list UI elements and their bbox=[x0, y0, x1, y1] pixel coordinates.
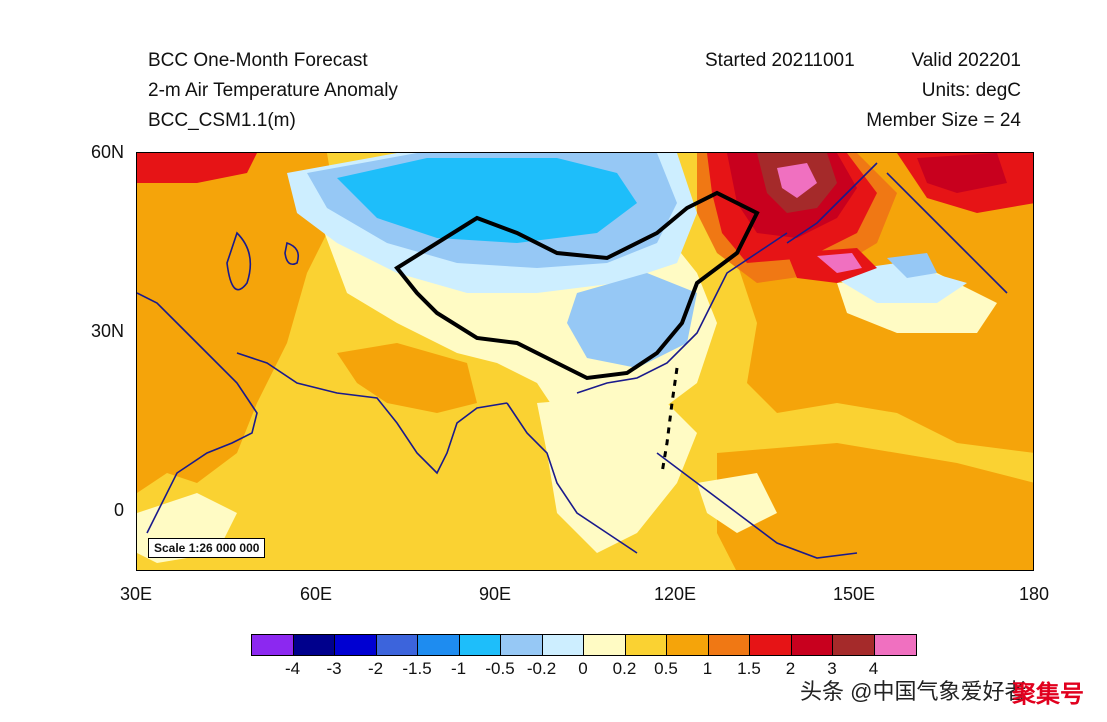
coastline-china bbox=[576, 232, 788, 394]
lon-label-60e: 60E bbox=[299, 584, 333, 604]
coastline-japan bbox=[786, 162, 878, 244]
anomaly-area-sky-blue bbox=[337, 158, 637, 243]
anomaly-area-orange-west bbox=[137, 153, 337, 493]
coastline-maritime-islands bbox=[656, 452, 858, 559]
colorbar-swatch bbox=[750, 635, 792, 655]
colorbar-tick-label: -3 bbox=[326, 659, 342, 678]
coastline-persian-gulf bbox=[236, 352, 508, 475]
lat-label-30n: 30N bbox=[90, 321, 124, 341]
map-canvas bbox=[137, 153, 1033, 570]
anomaly-area-pink-pacific bbox=[817, 253, 862, 273]
anomaly-map bbox=[136, 152, 1034, 571]
colorbar-tick-label: 3 bbox=[827, 659, 837, 678]
watermark-text: 头条 @中国气象爱好者 bbox=[800, 679, 1027, 704]
colorbar bbox=[251, 634, 917, 656]
lat-label-equator: 0 bbox=[113, 500, 124, 520]
colorbar-swatch bbox=[418, 635, 460, 655]
anomaly-area-light-blue-east bbox=[887, 253, 937, 278]
colorbar-swatch bbox=[708, 635, 750, 655]
anomaly-area-light-yellow-maritime bbox=[697, 473, 777, 533]
colorbar-swatch bbox=[293, 635, 335, 655]
coastline-caspian bbox=[226, 231, 252, 291]
member-size: Member Size = 24 bbox=[866, 110, 1021, 131]
colorbar-tick-label: -4 bbox=[284, 659, 301, 678]
lon-label-180: 180 bbox=[1018, 584, 1050, 604]
colorbar-tick-label: -2 bbox=[367, 659, 384, 678]
anomaly-area-dark-red-east bbox=[917, 153, 1007, 193]
valid-date: Valid 202201 bbox=[911, 50, 1021, 71]
colorbar-tick-label: 4 bbox=[868, 659, 879, 678]
lon-label-120e: 120E bbox=[653, 584, 697, 604]
country-border bbox=[394, 190, 760, 381]
colorbar-swatch bbox=[874, 635, 916, 655]
anomaly-area-red-west bbox=[137, 153, 257, 183]
start-date: Started 20211001 bbox=[705, 50, 855, 71]
colorbar-tick-label: 0.5 bbox=[654, 659, 678, 678]
variable-title: 2-m Air Temperature Anomaly bbox=[148, 80, 398, 101]
colorbar-tick-label: -0.2 bbox=[526, 659, 557, 678]
units-label: Units: degC bbox=[921, 80, 1021, 101]
anomaly-area-orange-india bbox=[337, 343, 477, 413]
colorbar-tick-label: 0.2 bbox=[612, 659, 637, 678]
watermark-logo: 聚集号 bbox=[1012, 681, 1084, 708]
colorbar-swatch bbox=[584, 635, 626, 655]
colorbar-swatch bbox=[833, 635, 875, 655]
colorbar-swatch bbox=[625, 635, 667, 655]
scale-label: Scale 1:26 000 000 bbox=[148, 538, 266, 558]
island-border bbox=[660, 367, 679, 474]
colorbar-swatch bbox=[459, 635, 501, 655]
colorbar-tick-label: 1 bbox=[702, 659, 713, 678]
model-name: BCC_CSM1.1(m) bbox=[148, 110, 296, 131]
colorbar-swatch bbox=[667, 635, 709, 655]
coastlines bbox=[137, 162, 1008, 559]
colorbar-swatch bbox=[252, 635, 294, 655]
colorbar-tick-label: 2 bbox=[785, 659, 796, 678]
coastline-arabia bbox=[137, 292, 258, 534]
colorbar-swatch bbox=[335, 635, 377, 655]
colorbar-swatch bbox=[542, 635, 584, 655]
colorbar-swatch bbox=[501, 635, 543, 655]
colorbar-swatch bbox=[376, 635, 418, 655]
forecast-title: BCC One-Month Forecast bbox=[148, 50, 368, 71]
colorbar-tick-label: -1 bbox=[450, 659, 467, 678]
coastline-aral bbox=[284, 241, 300, 266]
lon-label-150e: 150E bbox=[832, 584, 876, 604]
colorbar-tick-label: 1.5 bbox=[737, 659, 761, 678]
lon-label-30e: 30E bbox=[119, 584, 153, 604]
coastline-kamchatka bbox=[886, 172, 1008, 294]
colorbar-tick-label: 0 bbox=[578, 659, 588, 678]
anomaly-area-orange-south bbox=[717, 443, 1033, 570]
colorbar-swatch bbox=[791, 635, 833, 655]
coastline-south-asia bbox=[506, 402, 638, 554]
lon-label-90e: 90E bbox=[478, 584, 512, 604]
colorbar-tick-label: -0.5 bbox=[485, 659, 515, 678]
anomaly-area-pink bbox=[777, 163, 817, 198]
colorbar-tick-label: -1.5 bbox=[402, 659, 432, 678]
lat-label-60n: 60N bbox=[90, 142, 124, 162]
